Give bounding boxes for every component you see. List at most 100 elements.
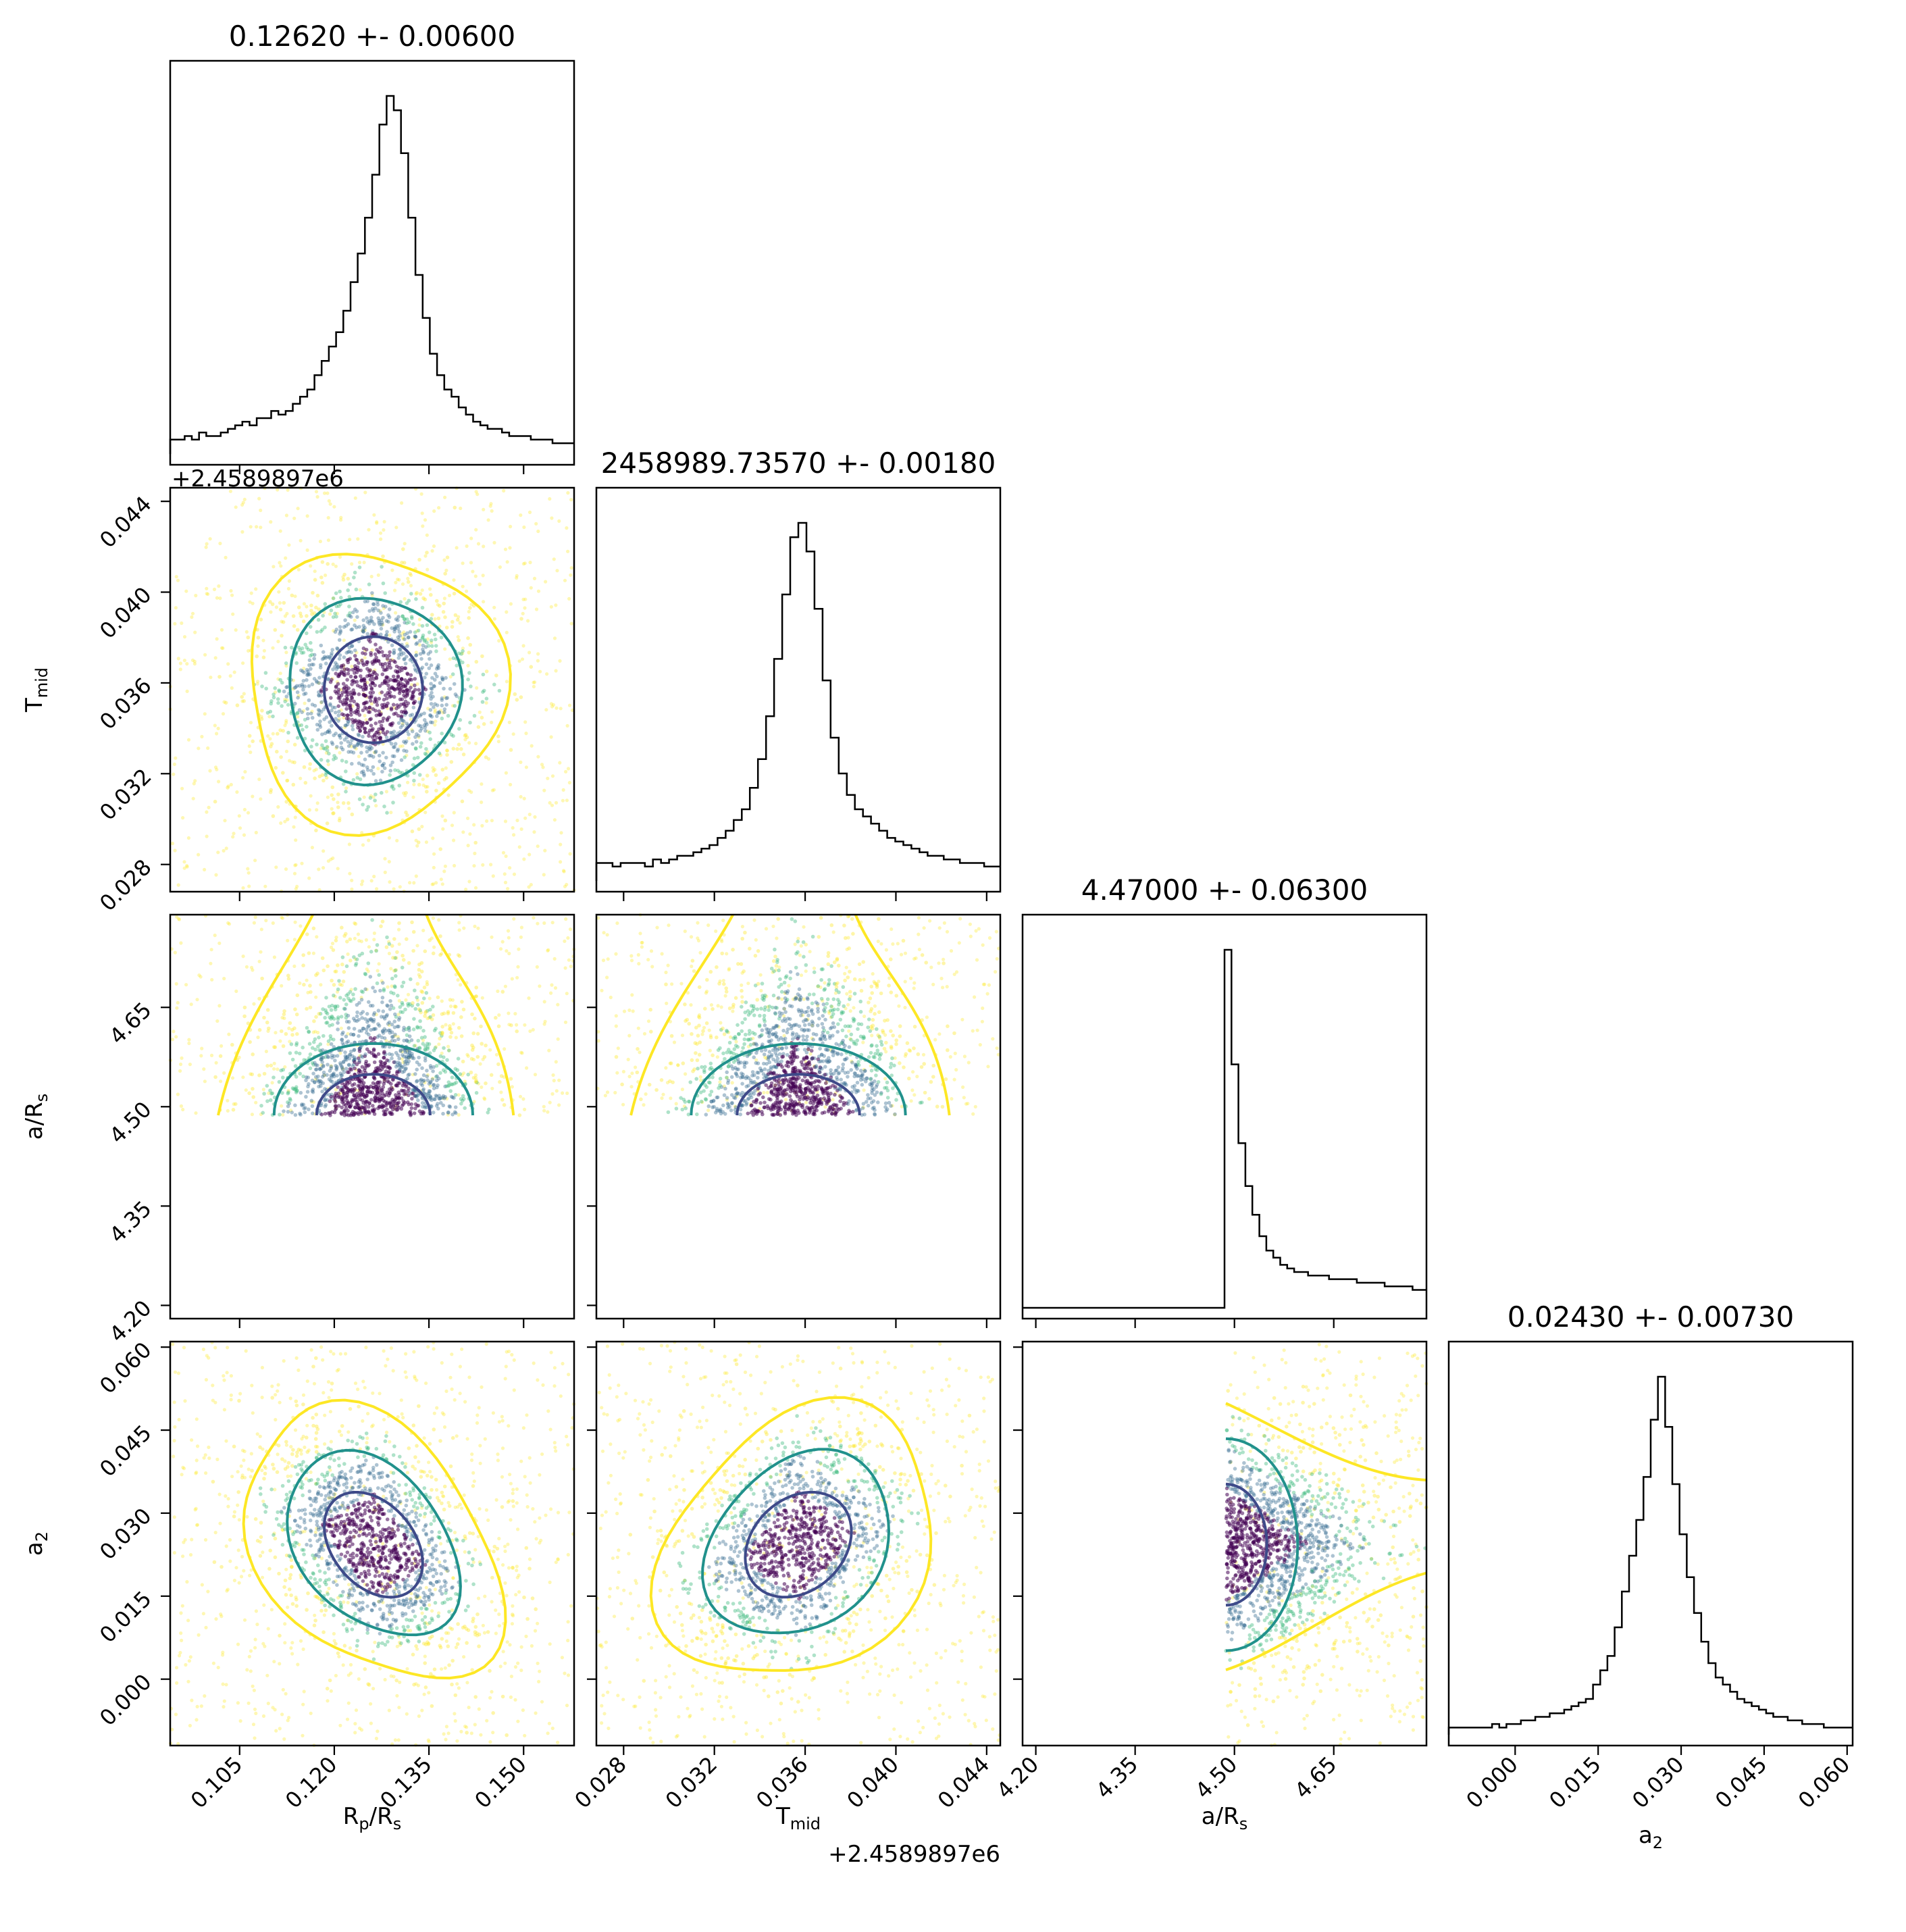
scatter-point — [345, 713, 350, 717]
scatter-point — [445, 753, 449, 757]
scatter-point — [367, 746, 371, 751]
scatter-point — [308, 672, 312, 677]
scatter-point — [397, 624, 401, 628]
scatter-point — [519, 925, 524, 930]
scatter-point — [299, 776, 303, 780]
scatter-point — [319, 643, 324, 648]
scatter-point — [390, 626, 394, 630]
scatter-point — [476, 542, 481, 546]
scatter-point — [424, 991, 429, 995]
scatter-point — [384, 704, 388, 709]
scatter-point — [340, 1067, 345, 1071]
scatter-point — [344, 1034, 349, 1039]
scatter-point — [567, 958, 571, 962]
scatter-point — [296, 696, 300, 700]
scatter-point — [420, 1083, 425, 1088]
scatter-point — [305, 978, 309, 982]
scatter-point — [190, 611, 195, 615]
scatter-point — [370, 648, 374, 653]
scatter-point — [180, 621, 184, 626]
scatter-point — [517, 947, 521, 951]
scatter-point — [329, 945, 334, 949]
scatter-point — [423, 645, 428, 649]
scatter-point — [394, 968, 398, 972]
scatter-point — [415, 755, 420, 760]
scatter-point — [413, 746, 418, 751]
scatter-point — [405, 642, 409, 646]
scatter-point — [420, 636, 425, 640]
scatter-point — [392, 754, 396, 759]
scatter-point — [319, 746, 323, 751]
scatter-point — [777, 1011, 782, 1015]
scatter-point — [326, 491, 330, 495]
scatter-point — [973, 995, 977, 999]
scatter-point — [321, 849, 326, 853]
scatter-point — [342, 998, 346, 1002]
scatter-point — [382, 805, 386, 809]
scatter-point — [439, 709, 443, 713]
scatter-point — [238, 826, 242, 830]
scatter-point — [566, 549, 570, 553]
scatter-point — [775, 960, 779, 965]
scatter-point — [306, 669, 310, 673]
scatter-point — [440, 1025, 444, 1029]
scatter-point — [305, 645, 309, 650]
scatter-point — [331, 615, 336, 619]
scatter-point — [440, 1051, 444, 1055]
scatter-point — [388, 665, 393, 670]
scatter-point — [942, 961, 946, 965]
scatter-point — [429, 640, 434, 644]
scatter-point — [231, 1108, 236, 1112]
scatter-point — [441, 711, 445, 715]
scatter-point — [381, 1009, 386, 1013]
scatter-point — [551, 1073, 555, 1077]
scatter-point — [384, 1039, 388, 1043]
scatter-point — [805, 1034, 809, 1039]
scatter-point — [428, 694, 432, 698]
scatter-point — [340, 1032, 344, 1036]
scatter-point — [927, 1096, 931, 1101]
scatter-point — [313, 703, 317, 708]
scatter-point — [193, 779, 197, 783]
scatter-point — [273, 628, 278, 632]
scatter-point — [256, 680, 260, 684]
scatter-point — [439, 1100, 443, 1105]
scatter-point — [322, 717, 326, 721]
scatter-point — [402, 651, 406, 655]
scatter-point — [425, 773, 430, 778]
scatter-point — [812, 992, 816, 996]
scatter-point — [568, 927, 573, 932]
scatter-point — [301, 709, 306, 713]
scatter-point — [375, 521, 379, 526]
scatter-point — [315, 742, 319, 746]
scatter-point — [428, 650, 433, 654]
scatter-point — [442, 707, 447, 711]
scatter-point — [397, 1081, 402, 1086]
scatter-point — [515, 1029, 519, 1034]
scatter-point — [308, 1005, 313, 1010]
scatter-point — [368, 1036, 373, 1040]
scatter-point — [404, 1092, 408, 1096]
scatter-point — [363, 626, 367, 630]
scatter-point — [456, 978, 460, 982]
scatter-point — [876, 1100, 880, 1104]
scatter-point — [406, 636, 411, 640]
scatter-point — [226, 921, 230, 925]
scatter-point — [427, 1091, 431, 1096]
scatter-point — [324, 1021, 328, 1025]
scatter-point — [330, 978, 334, 983]
scatter-point — [209, 1053, 214, 1057]
scatter-point — [315, 935, 319, 939]
scatter-point — [346, 1026, 351, 1030]
scatter-point — [415, 1067, 419, 1072]
scatter-point — [478, 582, 482, 586]
scatter-point — [405, 749, 409, 753]
scatter-point — [367, 609, 371, 613]
scatter-point — [357, 1056, 361, 1061]
scatter-point — [698, 950, 702, 955]
scatter-point — [555, 569, 559, 573]
scatter-point — [695, 1058, 700, 1063]
scatter-point — [353, 1105, 357, 1110]
scatter-point — [324, 751, 328, 755]
scatter-point — [436, 1107, 440, 1111]
